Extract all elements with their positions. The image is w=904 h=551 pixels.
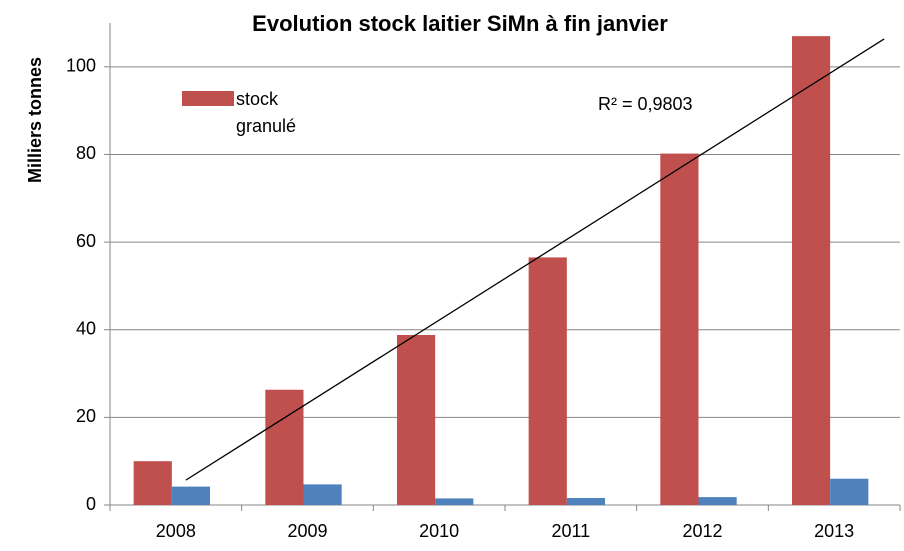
trendline (185, 38, 885, 481)
bar (528, 257, 567, 505)
x-tick-label: 2012 (682, 521, 722, 541)
bar (566, 497, 606, 505)
bar (396, 334, 436, 505)
y-tick-label: 0 (86, 494, 96, 514)
legend-label: stock granulé (236, 89, 297, 136)
x-tick-label: 2009 (287, 521, 327, 541)
trendline-annotation: R² = 0,9803 (598, 94, 693, 114)
bar (660, 153, 699, 505)
x-tick-label: 2013 (814, 521, 854, 541)
y-tick-label: 60 (76, 231, 96, 251)
bar (171, 486, 211, 505)
bar (133, 461, 172, 505)
bar (303, 484, 342, 505)
y-tick-label: 40 (76, 318, 96, 338)
y-tick-label: 100 (66, 56, 96, 76)
bar (830, 478, 869, 505)
y-tick-label: 20 (76, 406, 96, 426)
y-tick-label: 80 (76, 143, 96, 163)
bar (265, 389, 304, 505)
x-tick-label: 2011 (551, 521, 590, 541)
bar (791, 36, 831, 506)
chart-title: Evolution stock laitier SiMn à fin janvi… (252, 11, 668, 36)
y-axis-label: Milliers tonnes (25, 57, 45, 183)
x-tick-label: 2008 (156, 521, 196, 541)
legend-swatch (182, 91, 234, 106)
bar (698, 497, 737, 505)
bar (435, 498, 474, 505)
x-tick-label: 2010 (419, 521, 459, 541)
